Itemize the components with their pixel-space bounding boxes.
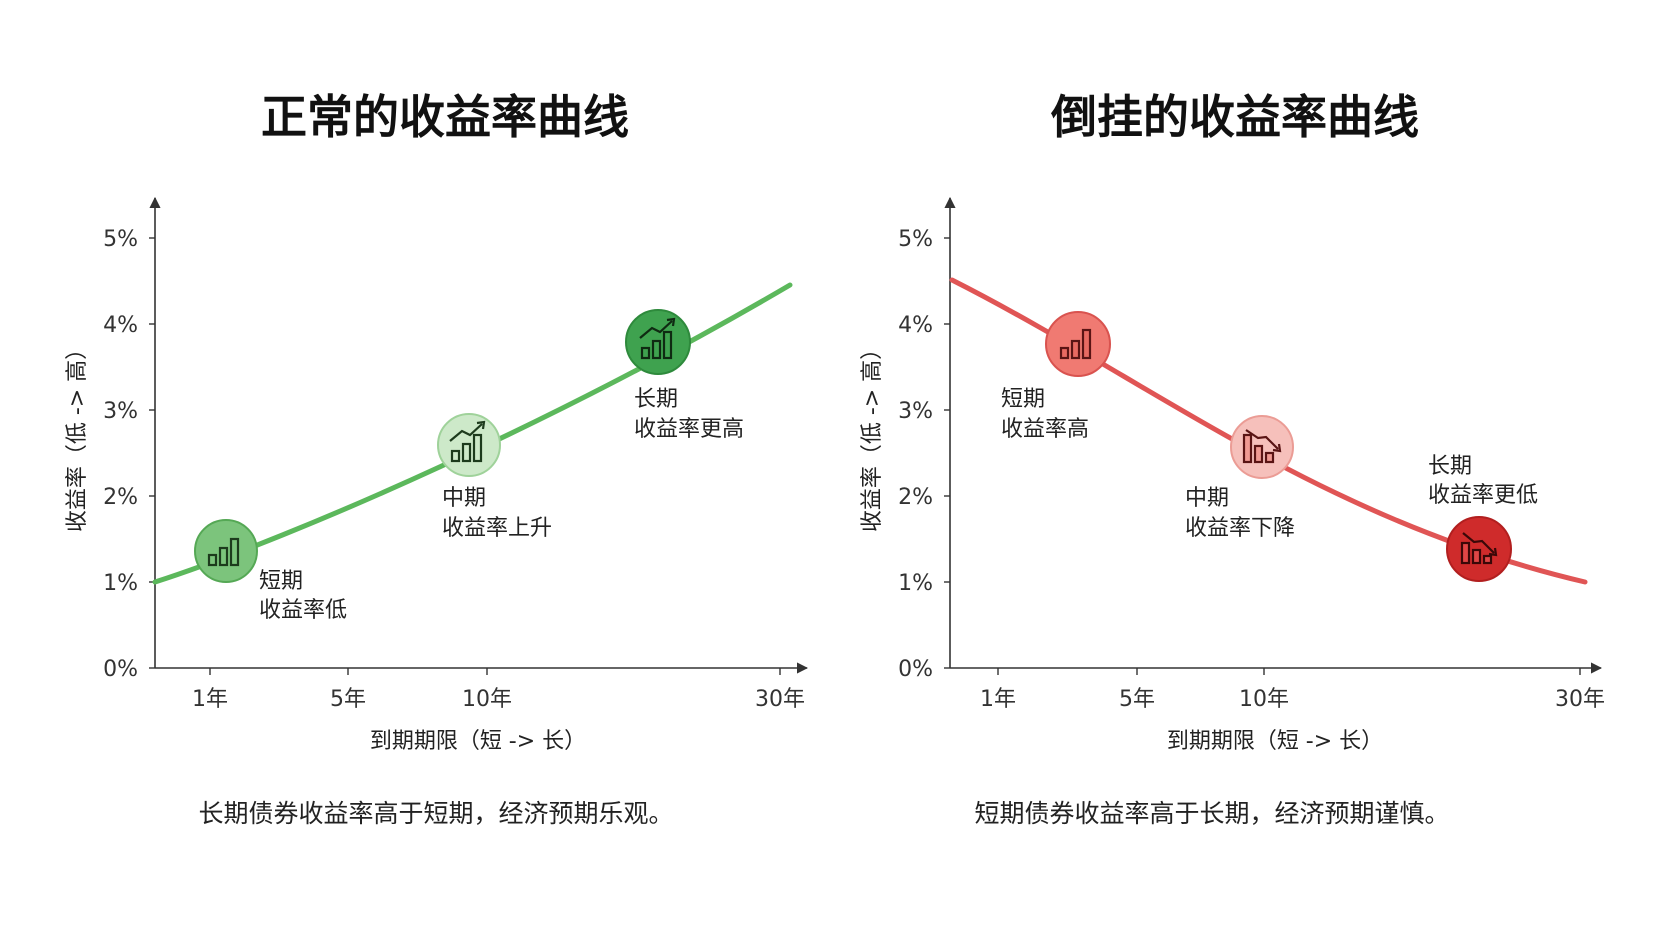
y-tick-label: 0%	[898, 657, 933, 682]
bar-chart-icon	[207, 537, 240, 567]
x-tick-label: 5年	[330, 687, 366, 712]
annotation-line-1: 短期	[259, 569, 303, 594]
bar-chart-up-icon	[639, 317, 676, 360]
x-axis-label: 到期期限（短 -> 长）	[370, 729, 586, 754]
marker-mid-term: 中期 收益率下降	[1185, 415, 1295, 541]
x-tick-label: 10年	[462, 687, 512, 712]
y-axis-label: 收益率（低 -> 高）	[65, 338, 90, 532]
bar-chart-up-icon	[449, 420, 486, 463]
y-tick-label: 1%	[898, 571, 933, 596]
y-tick-label: 4%	[103, 313, 138, 338]
marker-mid-term: 中期 收益率上升	[437, 413, 552, 541]
caption: 长期债券收益率高于短期，经济预期乐观。	[198, 799, 673, 828]
annotation-line-1: 短期	[1001, 387, 1045, 412]
x-axis-label: 到期期限（短 -> 长）	[1167, 729, 1383, 754]
y-tick-label: 4%	[898, 313, 933, 338]
x-tick-label: 5年	[1119, 687, 1155, 712]
y-tick-label: 5%	[898, 227, 933, 252]
marker-long-term: 长期 收益率更高	[625, 309, 744, 442]
marker-long-term: 长期 收益率更低	[1428, 454, 1538, 582]
bar-chart-down-icon	[1242, 429, 1282, 464]
y-tick-label: 5%	[103, 227, 138, 252]
annotation-line-2: 收益率高	[1001, 417, 1089, 442]
bar-chart-down-icon	[1460, 532, 1498, 565]
annotation-line-1: 长期	[634, 387, 678, 412]
x-tick-label: 10年	[1239, 687, 1289, 712]
marker-short-term: 短期 收益率高	[1001, 311, 1111, 442]
caption: 短期债券收益率高于长期，经济预期谨慎。	[974, 799, 1449, 828]
chart-inverted: 倒挂的收益率曲线 0% 1% 2% 3% 4% 5% 1年 5年 10年 30年	[860, 90, 1605, 828]
y-tick-label: 1%	[103, 571, 138, 596]
marker-short-term: 短期 收益率低	[194, 519, 347, 623]
annotation-line-2: 收益率低	[259, 598, 347, 623]
x-tick-label: 30年	[1555, 687, 1605, 712]
chart-title: 正常的收益率曲线	[261, 90, 629, 144]
y-tick-label: 2%	[103, 485, 138, 510]
y-ticks: 0% 1% 2% 3% 4% 5%	[103, 227, 155, 682]
y-tick-label: 2%	[898, 485, 933, 510]
y-tick-label: 3%	[103, 399, 138, 424]
x-tick-label: 30年	[755, 687, 805, 712]
x-ticks: 1年 5年 10年 30年	[192, 668, 805, 712]
annotation-line-1: 中期	[442, 486, 486, 511]
chart-title: 倒挂的收益率曲线	[1050, 90, 1419, 144]
y-ticks: 0% 1% 2% 3% 4% 5%	[898, 227, 950, 682]
annotation-line-2: 收益率上升	[442, 516, 552, 541]
bar-chart-icon	[1059, 328, 1092, 360]
annotation-line-1: 中期	[1185, 486, 1229, 511]
chart-normal: 正常的收益率曲线 0% 1% 2% 3% 4% 5% 1年 5年 10年 30年	[65, 90, 809, 828]
y-tick-label: 0%	[103, 657, 138, 682]
annotation-line-1: 长期	[1428, 454, 1472, 479]
x-ticks: 1年 5年 10年 30年	[980, 668, 1605, 712]
annotation-line-2: 收益率下降	[1185, 516, 1295, 541]
y-tick-label: 3%	[898, 399, 933, 424]
annotation-line-2: 收益率更低	[1428, 483, 1538, 508]
x-tick-label: 1年	[980, 687, 1016, 712]
annotation-line-2: 收益率更高	[634, 417, 744, 442]
x-tick-label: 1年	[192, 687, 228, 712]
y-axis-label: 收益率（低 -> 高）	[860, 338, 885, 532]
